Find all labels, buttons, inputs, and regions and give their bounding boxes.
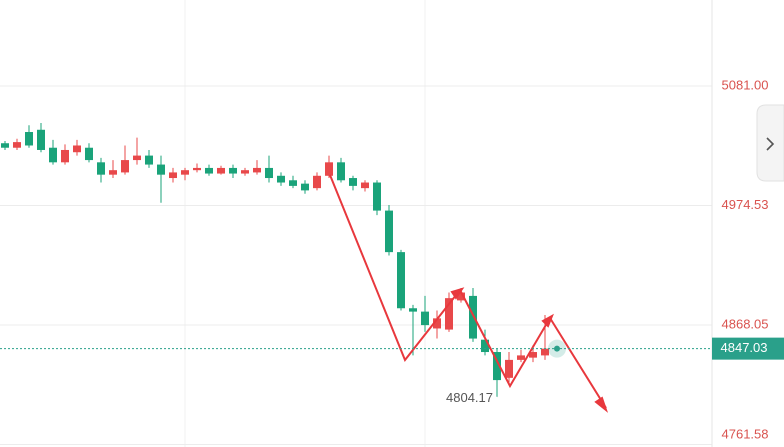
arrow-head xyxy=(541,313,554,328)
candle-body xyxy=(1,143,9,148)
candle-body xyxy=(325,162,333,176)
candle-body xyxy=(25,132,33,146)
candle-body xyxy=(121,160,129,173)
candle-body xyxy=(541,348,549,356)
candle-body xyxy=(373,182,381,211)
candle-body xyxy=(349,178,357,186)
candle-body xyxy=(469,295,477,339)
candle-body xyxy=(193,167,201,171)
candle-body xyxy=(457,292,465,301)
candle-body xyxy=(493,352,501,381)
candle-body xyxy=(61,149,69,163)
arrow-head xyxy=(450,287,465,300)
price-axis xyxy=(712,0,784,447)
candle-body xyxy=(217,167,225,174)
y-tick-label: 5081.00 xyxy=(722,77,769,92)
y-tick-label: 4761.58 xyxy=(722,426,769,441)
candle-body xyxy=(229,167,237,174)
candle-body xyxy=(385,210,393,253)
candle-body xyxy=(397,252,405,309)
candle-body xyxy=(37,129,45,150)
candle-body xyxy=(97,162,105,175)
candle-body xyxy=(301,183,309,191)
candle-body xyxy=(133,155,141,161)
arrow-head xyxy=(594,396,609,413)
trend-line xyxy=(459,289,607,409)
candle-body xyxy=(505,359,513,378)
candle-body xyxy=(169,172,177,179)
candle-body xyxy=(361,182,369,189)
candle-body xyxy=(313,175,321,189)
candle-body xyxy=(205,167,213,174)
last-price-box xyxy=(712,337,784,360)
last-price-label: 4847.03 xyxy=(721,340,768,355)
y-tick-label: 4974.53 xyxy=(722,197,769,212)
candle-body xyxy=(529,352,537,358)
button-bg[interactable] xyxy=(756,104,784,182)
trend-line xyxy=(329,174,461,362)
candle-body xyxy=(265,167,273,179)
candle-body xyxy=(109,170,117,175)
candle-body xyxy=(145,155,153,165)
candle-body xyxy=(49,147,57,163)
candle-body xyxy=(13,142,21,148)
chevron-icon xyxy=(766,137,775,151)
candle-body xyxy=(181,170,189,175)
candle-body xyxy=(241,170,249,174)
candle-body xyxy=(481,339,489,353)
y-tick-label: 4868.05 xyxy=(722,316,769,331)
candle-body xyxy=(421,311,429,326)
candle-body xyxy=(337,162,345,181)
trend-arrows xyxy=(329,174,609,413)
low-label: 4804.17 xyxy=(446,390,493,405)
last-price-dot xyxy=(554,345,560,352)
candle-body xyxy=(445,298,453,330)
candle-body xyxy=(277,175,285,183)
candle-body xyxy=(157,164,165,175)
candle-body xyxy=(517,355,525,360)
candle-body xyxy=(253,167,261,173)
candle-body xyxy=(85,147,93,161)
candle-body xyxy=(433,318,441,329)
candle-body xyxy=(73,145,81,153)
candle-body xyxy=(409,308,417,312)
candle-body xyxy=(289,180,297,186)
expand-button[interactable] xyxy=(756,104,784,182)
